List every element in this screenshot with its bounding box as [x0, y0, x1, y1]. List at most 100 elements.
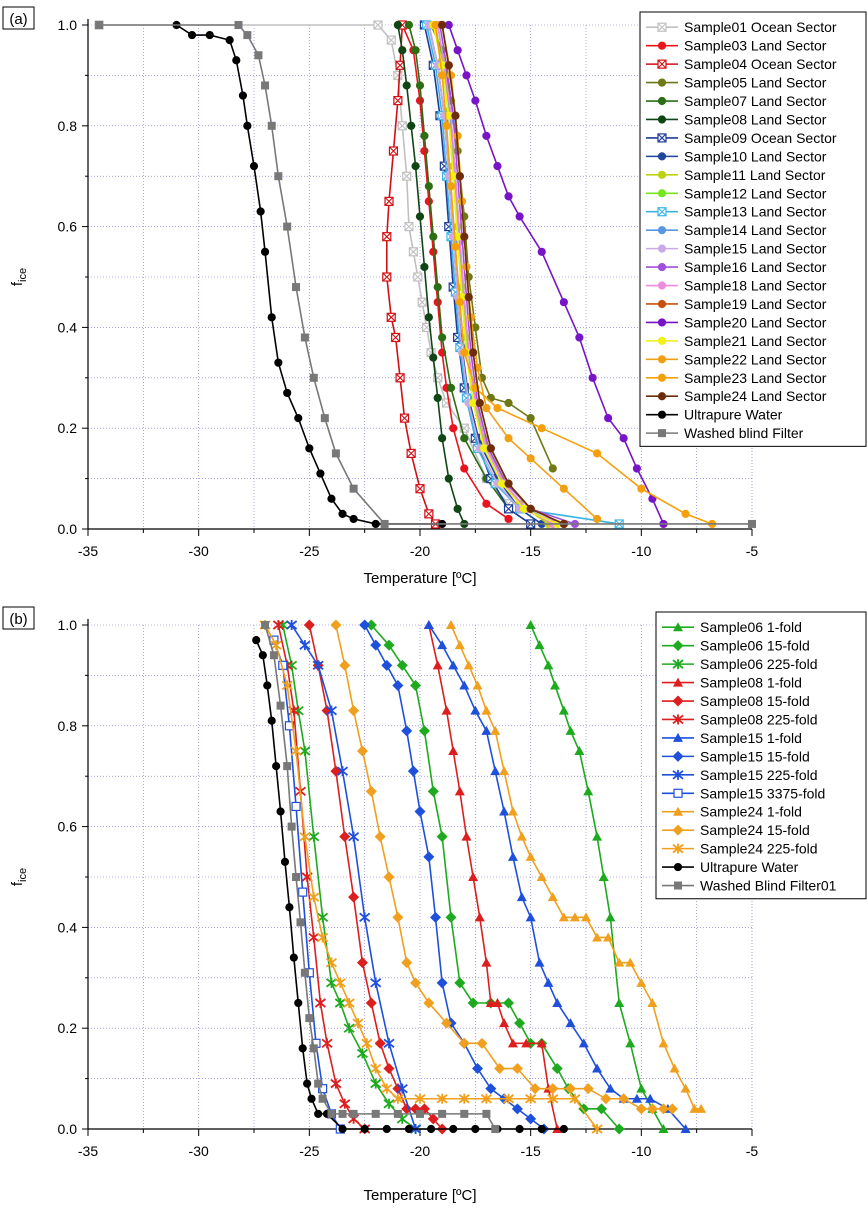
data-point — [365, 619, 377, 631]
data-point — [187, 30, 197, 40]
legend-label: Sample19 Land Sector — [684, 296, 827, 312]
legend-label: Sample09 Ocean Sector — [684, 130, 837, 146]
data-point — [525, 620, 536, 629]
x-tick-label: -10 — [631, 543, 651, 559]
data-point — [371, 519, 380, 529]
data-point — [449, 1124, 458, 1134]
data-point — [486, 444, 495, 453]
data-point — [696, 1103, 707, 1113]
data-point — [511, 1063, 523, 1075]
legend-entry-4: Sample05 Land Sector — [646, 75, 827, 91]
data-point — [317, 932, 329, 943]
data-point — [547, 1093, 559, 1104]
y-tick-label: 1.0 — [58, 17, 78, 33]
data-point — [338, 1109, 347, 1118]
legend-entry-7: Sample15 1-fold — [662, 730, 802, 746]
legend-entry-15: Washed Blind Filter01 — [662, 878, 837, 894]
series-7 — [423, 620, 691, 1133]
data-point — [305, 1014, 314, 1023]
data-point — [320, 414, 329, 423]
data-point — [565, 1083, 577, 1095]
series-1 — [525, 620, 669, 1133]
legend-label: Sample14 Land Sector — [684, 222, 827, 238]
data-point — [392, 1093, 404, 1104]
legend-marker-cross — [657, 59, 667, 69]
y-tick-label: 0.2 — [58, 1020, 78, 1036]
data-point — [460, 1109, 469, 1118]
data-point — [423, 620, 434, 629]
legend-marker-cross — [657, 133, 667, 143]
data-point — [502, 1093, 515, 1104]
data-point — [485, 998, 496, 1007]
data-point — [232, 56, 241, 65]
data-point — [636, 1083, 647, 1093]
legend-marker — [657, 281, 667, 290]
data-point — [258, 651, 267, 660]
data-point — [515, 212, 524, 221]
legend-entry-12: Sample14 Land Sector — [646, 222, 827, 238]
x-tick-label: -30 — [189, 543, 209, 559]
legend-label: Sample21 Land Sector — [684, 333, 827, 349]
data-point — [402, 81, 411, 90]
data-point — [356, 957, 368, 969]
y-axis-label: fice — [9, 868, 29, 886]
data-point — [499, 1018, 510, 1028]
legend-entry-5: Sample07 Land Sector — [646, 93, 827, 109]
data-point — [458, 1037, 470, 1049]
data-point — [536, 872, 547, 881]
data-point — [296, 918, 305, 927]
data-point — [420, 131, 429, 140]
data-point — [480, 444, 489, 453]
data-point — [492, 998, 503, 1007]
legend-entry-10: Sample12 Land Sector — [646, 185, 827, 201]
series-line — [432, 24, 558, 525]
legend-marker-cross — [657, 22, 667, 32]
data-point — [543, 977, 554, 987]
data-point — [393, 70, 403, 81]
data-point — [503, 504, 514, 514]
y-tick-label: 0.4 — [58, 319, 78, 335]
series-13 — [259, 620, 603, 1134]
data-point — [318, 1084, 328, 1094]
data-point — [272, 762, 281, 771]
data-point — [404, 222, 414, 232]
data-point — [603, 932, 614, 942]
data-point — [325, 977, 338, 988]
data-point — [225, 36, 234, 45]
data-point — [493, 162, 502, 171]
data-point — [592, 932, 603, 942]
legend-marker — [657, 59, 667, 69]
data-point — [261, 621, 270, 629]
x-tick-label: -15 — [521, 1143, 541, 1159]
legend-entry-6: Sample08 Land Sector — [646, 111, 827, 127]
legend-label: Sample15 225-fold — [700, 767, 818, 783]
legend-label: Sample24 Land Sector — [684, 388, 827, 404]
legend-label: Sample03 Land Sector — [684, 38, 827, 54]
data-point — [438, 61, 447, 70]
data-point — [464, 293, 473, 302]
data-point — [410, 679, 422, 691]
legend-entry-19: Sample22 Land Sector — [646, 351, 827, 367]
data-point — [559, 1124, 568, 1134]
data-point — [267, 716, 276, 725]
data-point — [393, 1109, 402, 1118]
data-point — [592, 449, 602, 458]
data-point — [243, 121, 252, 130]
data-point — [748, 519, 756, 528]
data-point — [401, 725, 413, 737]
data-point — [327, 1109, 336, 1118]
data-point — [625, 957, 636, 967]
data-point — [442, 121, 451, 130]
legend-entry-20: Sample23 Land Sector — [646, 370, 827, 386]
legend-marker — [658, 429, 666, 438]
data-point — [426, 1124, 436, 1134]
legend-label: Sample06 15-fold — [700, 638, 810, 654]
data-point — [464, 272, 473, 282]
data-point — [482, 403, 491, 413]
data-point — [381, 1083, 393, 1094]
data-point — [436, 1093, 448, 1104]
data-point — [438, 71, 447, 80]
series-line — [529, 624, 665, 1130]
data-point — [294, 998, 303, 1008]
